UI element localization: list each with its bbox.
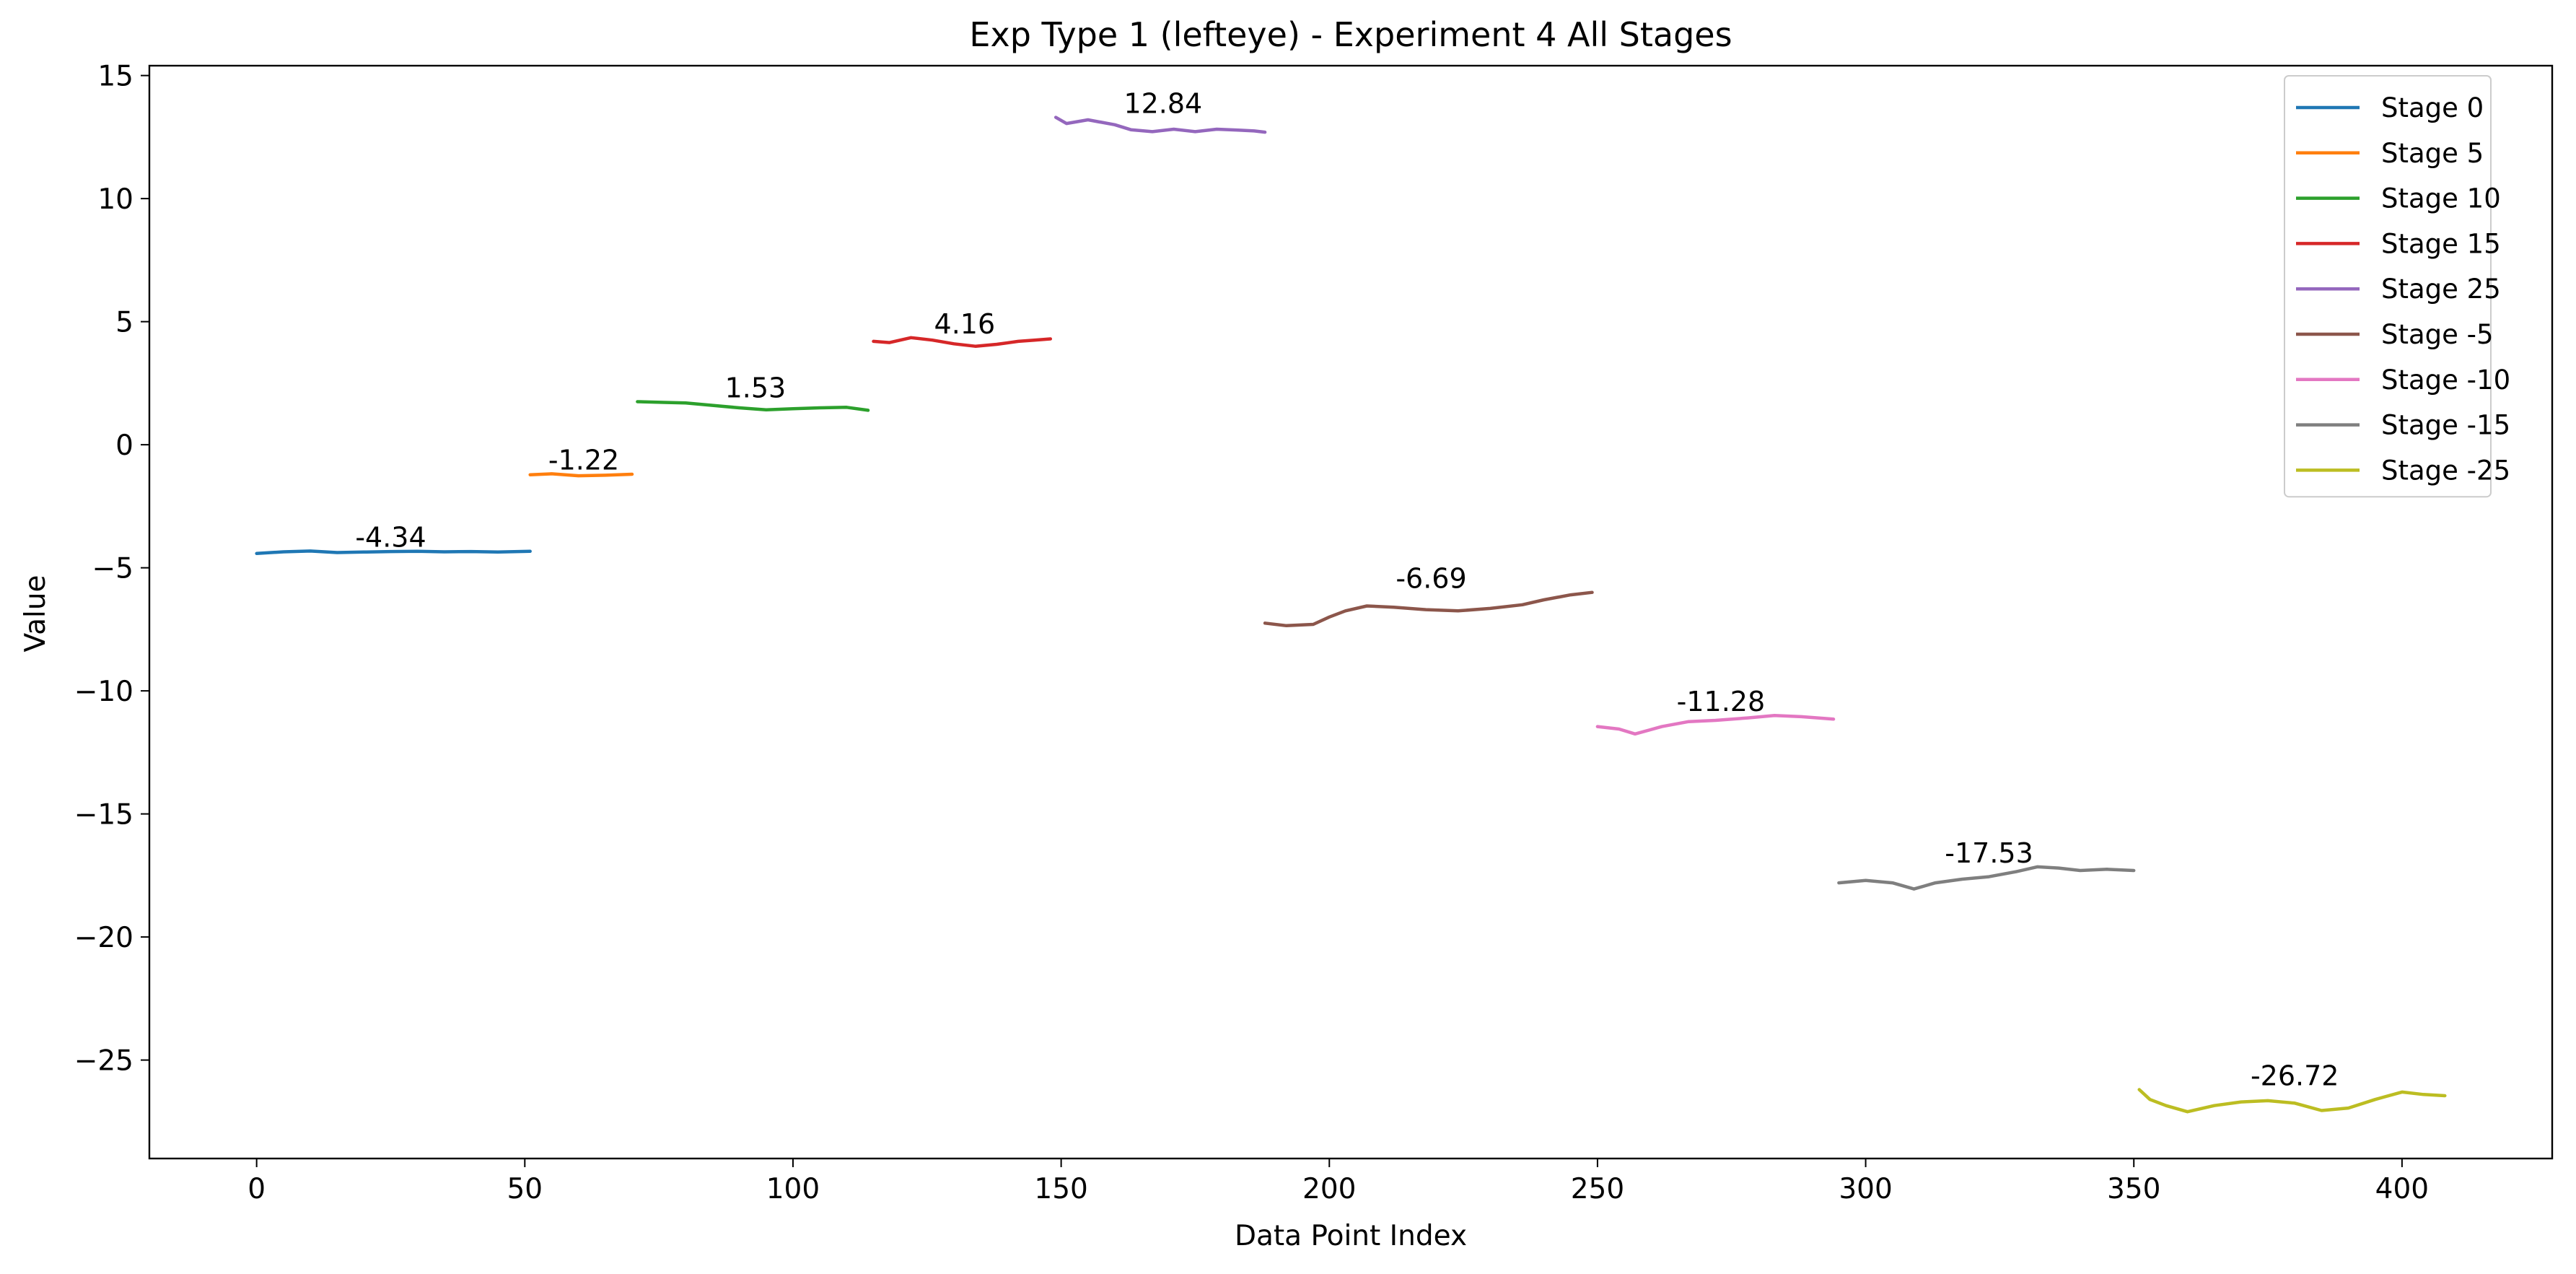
data-label-4: 4.16 [934, 308, 996, 340]
plot-frame [148, 64, 2554, 1160]
data-label-6: -6.69 [1396, 563, 1466, 595]
series-line-6 [1263, 590, 1594, 628]
x-axis-label: Data Point Index [1235, 1220, 1467, 1252]
y-tick-label: 5 [115, 307, 133, 339]
legend-label-3: Stage 10 [2381, 183, 2501, 214]
data-label-7: -11.28 [1677, 686, 1766, 717]
legend-label-1: Stage 0 [2381, 92, 2484, 123]
series-line-7 [1595, 713, 1836, 736]
x-tick-label: 0 [247, 1173, 266, 1205]
y-tick-label: 15 [97, 61, 133, 93]
data-label-2: -1.22 [548, 444, 619, 476]
series-line-2 [528, 472, 634, 478]
y-axis-label: Value [19, 575, 52, 652]
x-tick-label: 350 [2107, 1173, 2160, 1205]
legend-label-7: Stage -10 [2381, 365, 2510, 396]
legend-label-5: Stage 25 [2381, 274, 2501, 305]
x-tick-label: 250 [1571, 1173, 1624, 1205]
legend-label-4: Stage 15 [2381, 228, 2501, 259]
legend-label-6: Stage -5 [2381, 319, 2494, 350]
x-tick-label: 50 [507, 1173, 543, 1205]
data-label-8: -17.53 [1945, 837, 2033, 869]
x-tick-label: 300 [1839, 1173, 1892, 1205]
y-tick-label: 10 [97, 183, 133, 216]
series-line-9 [2137, 1088, 2447, 1114]
x-tick-label: 150 [1034, 1173, 1087, 1205]
data-label-3: 1.53 [725, 372, 787, 403]
data-label-9: -26.72 [2251, 1060, 2339, 1092]
series-line-1 [255, 549, 532, 556]
x-tick-label: 400 [2375, 1173, 2429, 1205]
series-line-4 [872, 336, 1053, 348]
y-tick-label: −20 [74, 922, 133, 954]
series-line-5 [1053, 115, 1267, 134]
plot-area: 0 50 100 150 200 250 300 350 400151050−5−10−15−2… [74, 61, 2554, 1205]
series-line-3 [636, 400, 870, 412]
legend: Stage 0 Stage 5 Stage 10 Stage 15 Stage 25 St… [2284, 75, 2510, 498]
y-tick-label: −10 [74, 676, 133, 708]
x-tick-label: 100 [766, 1173, 820, 1205]
data-label-1: -4.34 [355, 521, 426, 553]
chart-title: Exp Type 1 (lefteye) - Experiment 4 All … [969, 15, 1732, 54]
y-tick-label: 0 [115, 429, 133, 462]
y-tick-label: −15 [74, 799, 133, 832]
legend-label-8: Stage -15 [2381, 410, 2510, 441]
legend-label-2: Stage 5 [2381, 138, 2484, 169]
data-label-5: 12.84 [1123, 88, 1202, 120]
series-line-8 [1837, 865, 2136, 891]
legend-label-9: Stage -25 [2381, 455, 2510, 486]
y-tick-label: −5 [92, 553, 134, 585]
x-tick-label: 200 [1302, 1173, 1356, 1205]
legend-box [2284, 75, 2492, 498]
y-tick-label: −25 [74, 1045, 133, 1078]
